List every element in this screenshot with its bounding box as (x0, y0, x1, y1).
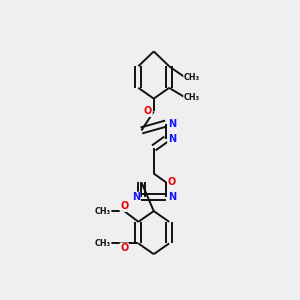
Text: CH₃: CH₃ (95, 206, 111, 215)
Text: O: O (120, 201, 128, 212)
Text: N: N (168, 192, 176, 202)
Text: N: N (168, 134, 176, 144)
Text: CH₃: CH₃ (95, 239, 111, 248)
Text: O: O (120, 243, 128, 253)
Text: CH₃: CH₃ (184, 93, 200, 102)
Text: O: O (168, 177, 176, 187)
Text: N: N (132, 192, 140, 202)
Text: O: O (144, 106, 152, 116)
Text: N: N (168, 118, 176, 128)
Text: CH₃: CH₃ (184, 73, 200, 82)
